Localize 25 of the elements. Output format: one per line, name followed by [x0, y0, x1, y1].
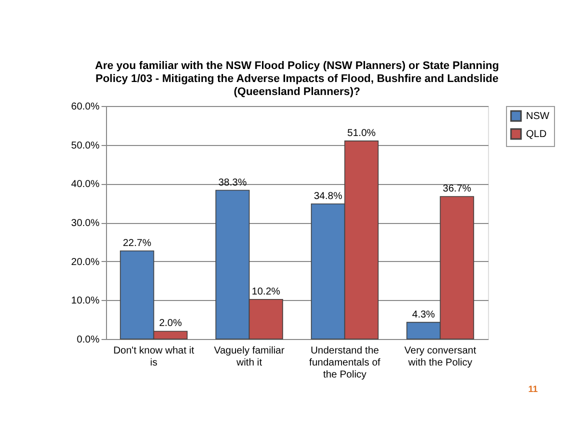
- legend-label: QLD: [526, 129, 547, 140]
- y-tick-label: 50.0%: [71, 140, 100, 152]
- text: 11: [528, 384, 538, 394]
- x-tick-label: Don't know what it is: [113, 346, 194, 368]
- y-tick-label: 10.0%: [71, 296, 100, 307]
- y-tick-label: 20.0%: [71, 256, 100, 268]
- x-tick-label: Understand the fundamentals of the Policy: [309, 346, 381, 380]
- y-tick-label: 60.0%: [71, 102, 100, 112]
- data-label: 10.2%: [252, 286, 280, 298]
- text: Are you familiar with the NSW Flood Policy (NSW Planners) or State Planning: [95, 60, 499, 72]
- text: (Queensland Planners)?: [234, 86, 360, 98]
- data-label: 51.0%: [347, 128, 376, 139]
- y-tick-label: 40.0%: [71, 179, 100, 190]
- y-tick-label: 0.0%: [76, 334, 100, 346]
- legend-label: NSW: [526, 111, 550, 122]
- x-tick-label: Very conversant with the Policy: [404, 346, 476, 368]
- text: Policy 1/03 - Mitigating the Adverse Impacts of Flood, Bushfire and Landslide: [96, 73, 498, 85]
- data-label: 22.7%: [122, 238, 152, 249]
- data-label: 38.3%: [218, 177, 247, 188]
- data-label: 36.7%: [442, 183, 472, 194]
- y-tick-label: 30.0%: [71, 218, 100, 229]
- data-label: 4.3%: [412, 309, 436, 320]
- data-label: 34.8%: [314, 190, 342, 202]
- x-tick-label: Vaguely familiar with it: [214, 346, 286, 368]
- data-label: 2.0%: [159, 318, 182, 330]
